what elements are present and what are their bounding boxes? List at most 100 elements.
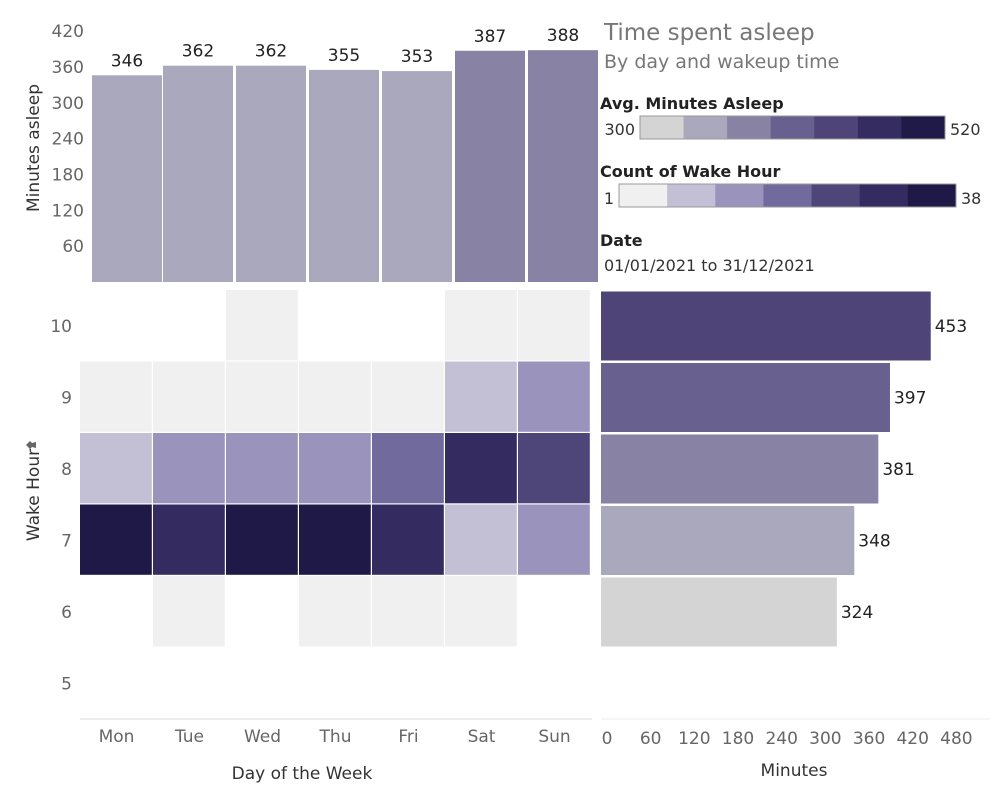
legend-count-swatch-1[interactable]: [667, 184, 716, 207]
heatmap-x-tick-label: Fri: [398, 727, 418, 747]
legend-count-swatch-4[interactable]: [811, 184, 861, 207]
bar-value-label: 453: [935, 317, 967, 337]
legend-count-swatch-2[interactable]: [715, 184, 764, 207]
heatmap-x-axis-title: Day of the Week: [232, 764, 373, 784]
legend-avg-minutes-scale[interactable]: [639, 115, 946, 140]
legend-count-min: 1: [604, 189, 614, 208]
legend-count-swatch-3[interactable]: [763, 184, 813, 207]
heatmap-cell-sat-9[interactable]: [445, 361, 517, 432]
bar-value-label: 387: [474, 27, 506, 47]
right-x-tick-label: 180: [722, 729, 754, 749]
heatmap-cell-fri-8[interactable]: [372, 433, 444, 504]
heatmap-x-tick-label: Sat: [468, 727, 496, 747]
heatmap-cell-tue-7[interactable]: [153, 504, 225, 575]
heatmap-cell-sat-10[interactable]: [445, 290, 517, 361]
heatmap-cell-sat-6[interactable]: [445, 576, 517, 647]
bar-value-label: 397: [894, 389, 926, 409]
heatmap-cell-thu-9[interactable]: [299, 361, 371, 432]
heatmap-cell-fri-9[interactable]: [372, 361, 444, 432]
heatmap-cell-mon-9[interactable]: [80, 361, 152, 432]
top-y-tick-label: 420: [52, 22, 84, 42]
right-x-tick-label: 60: [640, 729, 662, 749]
heatmap-cell-tue-8[interactable]: [153, 433, 225, 504]
heatmap-cell-thu-8[interactable]: [299, 433, 371, 504]
bar-value-label: 381: [882, 460, 914, 480]
heatmap-y-tick-label: 7: [61, 531, 72, 551]
bar-sun[interactable]: [528, 50, 598, 282]
legend-avg-swatch-5[interactable]: [857, 116, 902, 139]
minutes-by-wake-hour-chart: 453 397 381 348 324 0 60 120 180 240 300 360 420 480: [601, 291, 990, 749]
bar-value-label: 388: [547, 26, 579, 46]
legend-count-swatch-6[interactable]: [907, 184, 957, 207]
heatmap-cell-mon-8[interactable]: [80, 433, 152, 504]
right-x-tick-label: 480: [940, 729, 972, 749]
heatmap-cell-sun-10[interactable]: [518, 290, 590, 361]
legend-avg-frame: [639, 115, 946, 140]
legend-avg-swatch-1[interactable]: [683, 116, 728, 139]
date-filter-value[interactable]: 01/01/2021 to 31/12/2021: [604, 256, 815, 275]
legend-count-scale[interactable]: [618, 183, 957, 208]
bar-tue[interactable]: [163, 65, 233, 282]
legend-count-swatch-0[interactable]: [619, 184, 668, 207]
heatmap-cell-sat-7[interactable]: [445, 504, 517, 575]
legend-avg-swatch-3[interactable]: [770, 116, 815, 139]
bar-wake-hour-7[interactable]: [601, 506, 855, 575]
right-x-tick-label: 120: [678, 729, 710, 749]
heatmap-cell-thu-6[interactable]: [299, 576, 371, 647]
heatmap-cell-sun-7[interactable]: [518, 504, 590, 575]
legend-count-swatch-5[interactable]: [859, 184, 909, 207]
heatmap-cell-tue-9[interactable]: [153, 361, 225, 432]
right-x-tick-label: 420: [896, 729, 928, 749]
heatmap-cell-sat-8[interactable]: [445, 433, 517, 504]
bar-wake-hour-9[interactable]: [601, 363, 890, 432]
heatmap-x-tick-label: Thu: [319, 727, 352, 747]
bar-value-label: 355: [328, 46, 360, 66]
right-x-tick-label: 240: [765, 729, 797, 749]
right-x-tick-label: 300: [809, 729, 841, 749]
heatmap-cell-wed-7[interactable]: [226, 504, 298, 575]
bar-mon[interactable]: [92, 75, 162, 282]
bar-thu[interactable]: [309, 69, 379, 282]
legend-avg-minutes-max: 520: [950, 120, 981, 139]
heatmap-cell-wed-8[interactable]: [226, 433, 298, 504]
heatmap-cell-fri-7[interactable]: [372, 504, 444, 575]
bar-wake-hour-6[interactable]: [601, 577, 837, 647]
legend-avg-minutes-title: Avg. Minutes Asleep: [600, 94, 784, 113]
pin-icon[interactable]: [26, 441, 36, 449]
bar-sat[interactable]: [455, 50, 525, 282]
heatmap-cell-thu-7[interactable]: [299, 504, 371, 575]
top-y-tick-label: 180: [52, 165, 84, 185]
heatmap-x-tick-label: Mon: [99, 727, 135, 747]
bar-value-label: 362: [182, 42, 214, 62]
heatmap-cell-sun-9[interactable]: [518, 361, 590, 432]
legend-avg-swatch-2[interactable]: [727, 116, 772, 139]
bar-wed[interactable]: [236, 65, 306, 282]
heatmap-y-tick-label: 9: [61, 388, 72, 408]
bar-value-label: 362: [255, 42, 287, 62]
heatmap-y-axis-title: Wake Hour: [24, 449, 44, 541]
bar-fri[interactable]: [382, 71, 452, 283]
heatmap-y-tick-label: 5: [61, 674, 72, 694]
legend-count-frame: [618, 183, 957, 208]
heatmap-cell-tue-6[interactable]: [153, 576, 225, 647]
legend-count-title: Count of Wake Hour: [600, 162, 781, 181]
bar-wake-hour-8[interactable]: [601, 434, 879, 504]
chart-subtitle: By day and wakeup time: [604, 51, 839, 73]
heatmap-cell-wed-10[interactable]: [226, 290, 298, 361]
top-y-tick-label: 120: [52, 201, 84, 221]
top-y-tick-label: 60: [62, 237, 84, 257]
chart-title: Time spent asleep: [603, 20, 815, 46]
legend-avg-swatch-0[interactable]: [640, 116, 685, 139]
top-y-tick-label: 360: [52, 58, 84, 78]
heatmap-cell-fri-6[interactable]: [372, 576, 444, 647]
legend-avg-swatch-6[interactable]: [901, 116, 946, 139]
bar-wake-hour-10[interactable]: [601, 291, 931, 361]
date-filter-title: Date: [600, 231, 643, 250]
heatmap-cell-wed-9[interactable]: [226, 361, 298, 432]
heatmap-cell-sun-8[interactable]: [518, 433, 590, 504]
legend-avg-swatch-4[interactable]: [814, 116, 859, 139]
heatmap-x-tick-label: Tue: [174, 727, 204, 747]
bar-value-label: 346: [111, 51, 143, 71]
heatmap-cell-mon-7[interactable]: [80, 504, 152, 575]
